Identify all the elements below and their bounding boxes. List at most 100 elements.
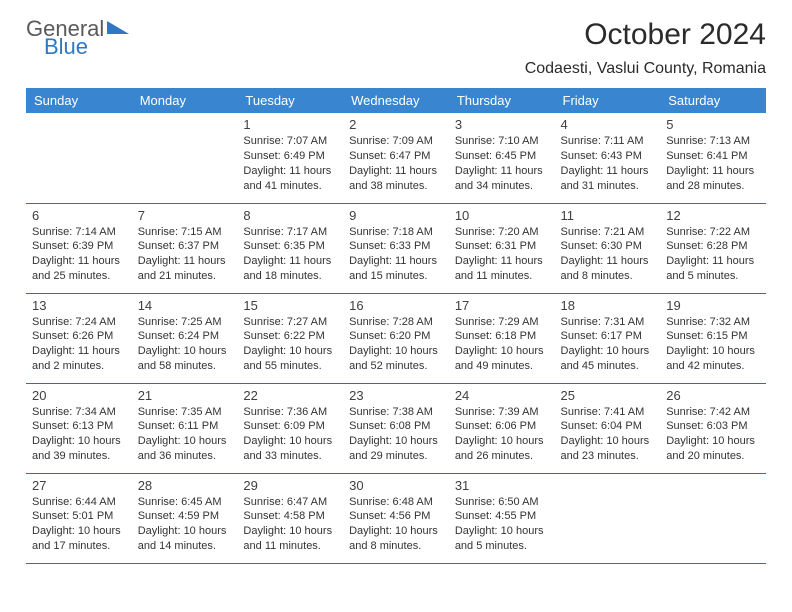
daylight-label: Daylight: [455,345,498,357]
daylight-label: Daylight: [243,255,286,267]
sunset-line: Sunset: 6:22 PM [243,329,337,344]
day-number: 27 [32,478,126,493]
sunrise-value: 7:13 AM [710,135,750,147]
daylight-line: Daylight: 10 hours and 45 minutes. [561,344,655,374]
sunrise-label: Sunrise: [561,316,601,328]
sunset-line: Sunset: 6:41 PM [666,149,760,164]
sunrise-line: Sunrise: 7:25 AM [138,315,232,330]
sunset-label: Sunset: [138,330,175,342]
day-detail: Sunrise: 7:18 AMSunset: 6:33 PMDaylight:… [349,225,443,284]
sunrise-label: Sunrise: [455,406,495,418]
day-number: 6 [32,208,126,223]
day-number: 25 [561,388,655,403]
sunset-label: Sunset: [455,240,492,252]
day-number: 9 [349,208,443,223]
sunrise-label: Sunrise: [243,496,283,508]
daylight-label: Daylight: [349,165,392,177]
daylight-label: Daylight: [243,165,286,177]
sunset-value: 6:04 PM [601,420,642,432]
daylight-label: Daylight: [455,165,498,177]
day-detail: Sunrise: 7:11 AMSunset: 6:43 PMDaylight:… [561,134,655,193]
header-row: General Blue October 2024 Codaesti, Vasl… [26,18,766,78]
sunrise-label: Sunrise: [243,135,283,147]
daylight-label: Daylight: [32,525,75,537]
daylight-label: Daylight: [32,255,75,267]
weekday-header: Monday [132,88,238,113]
sunrise-line: Sunrise: 7:18 AM [349,225,443,240]
sunrise-line: Sunrise: 7:21 AM [561,225,655,240]
sunrise-line: Sunrise: 7:17 AM [243,225,337,240]
sunrise-label: Sunrise: [243,226,283,238]
calendar-cell: 29Sunrise: 6:47 AMSunset: 4:58 PMDayligh… [237,473,343,563]
sunrise-label: Sunrise: [561,406,601,418]
sunrise-line: Sunrise: 7:34 AM [32,405,126,420]
sunset-line: Sunset: 6:33 PM [349,239,443,254]
sunset-label: Sunset: [455,510,492,522]
logo-text-2: Blue [26,36,129,58]
daylight-line: Daylight: 10 hours and 49 minutes. [455,344,549,374]
day-detail: Sunrise: 7:21 AMSunset: 6:30 PMDaylight:… [561,225,655,284]
sunrise-line: Sunrise: 7:07 AM [243,134,337,149]
sunrise-value: 7:17 AM [287,226,327,238]
sunset-value: 6:28 PM [707,240,748,252]
daylight-line: Daylight: 10 hours and 17 minutes. [32,524,126,554]
sunset-line: Sunset: 6:15 PM [666,329,760,344]
calendar-cell: 24Sunrise: 7:39 AMSunset: 6:06 PMDayligh… [449,383,555,473]
daylight-line: Daylight: 10 hours and 42 minutes. [666,344,760,374]
daylight-line: Daylight: 11 hours and 11 minutes. [455,254,549,284]
weekday-header: Tuesday [237,88,343,113]
sunset-line: Sunset: 4:58 PM [243,509,337,524]
sunset-line: Sunset: 6:06 PM [455,419,549,434]
day-detail: Sunrise: 7:13 AMSunset: 6:41 PMDaylight:… [666,134,760,193]
day-number: 30 [349,478,443,493]
daylight-label: Daylight: [349,435,392,447]
day-number: 12 [666,208,760,223]
day-number: 11 [561,208,655,223]
day-detail: Sunrise: 7:32 AMSunset: 6:15 PMDaylight:… [666,315,760,374]
sunset-label: Sunset: [32,510,69,522]
sunset-line: Sunset: 6:20 PM [349,329,443,344]
calendar-cell: 16Sunrise: 7:28 AMSunset: 6:20 PMDayligh… [343,293,449,383]
daylight-label: Daylight: [455,255,498,267]
daylight-label: Daylight: [349,255,392,267]
sunset-value: 4:56 PM [389,510,430,522]
calendar-cell: 12 Sunrise: 7:22 AMSunset: 6:28 PMDayligh… [660,203,766,293]
daylight-line: Daylight: 10 hours and 55 minutes. [243,344,337,374]
sunrise-line: Sunrise: 7:11 AM [561,134,655,149]
sunset-line: Sunset: 4:59 PM [138,509,232,524]
day-detail: Sunrise: 7:41 AMSunset: 6:04 PMDaylight:… [561,405,655,464]
day-number: 19 [666,298,760,313]
sunset-line: Sunset: 4:55 PM [455,509,549,524]
day-detail: Sunrise: 7:24 AMSunset: 6:26 PMDaylight:… [32,315,126,374]
sunset-label: Sunset: [138,510,175,522]
sunset-value: 6:24 PM [178,330,219,342]
day-detail: Sunrise: 6:48 AMSunset: 4:56 PMDaylight:… [349,495,443,554]
sunrise-line: Sunrise: 7:13 AM [666,134,760,149]
day-number: 13 [32,298,126,313]
weekday-header: Saturday [660,88,766,113]
sunset-label: Sunset: [455,420,492,432]
daylight-line: Daylight: 10 hours and 14 minutes. [138,524,232,554]
sunset-line: Sunset: 4:56 PM [349,509,443,524]
sunrise-line: Sunrise: 6:50 AM [455,495,549,510]
sunset-value: 6:15 PM [707,330,748,342]
sunrise-value: 6:44 AM [75,496,115,508]
sunset-line: Sunset: 6:18 PM [455,329,549,344]
month-title: October 2024 [525,18,766,52]
day-detail: Sunrise: 7:22 AMSunset: 6:28 PMDaylight:… [666,225,760,284]
sunrise-line: Sunrise: 7:36 AM [243,405,337,420]
calendar-row: 6 Sunrise: 7:14 AMSunset: 6:39 PMDaylight… [26,203,766,293]
sunrise-label: Sunrise: [666,406,706,418]
weekday-header: Friday [555,88,661,113]
calendar-cell: 20Sunrise: 7:34 AMSunset: 6:13 PMDayligh… [26,383,132,473]
daylight-line: Daylight: 11 hours and 15 minutes. [349,254,443,284]
sunset-value: 6:41 PM [707,150,748,162]
calendar-cell: 14Sunrise: 7:25 AMSunset: 6:24 PMDayligh… [132,293,238,383]
day-number: 29 [243,478,337,493]
day-number: 14 [138,298,232,313]
sunset-line: Sunset: 6:39 PM [32,239,126,254]
daylight-line: Daylight: 10 hours and 8 minutes. [349,524,443,554]
day-detail: Sunrise: 7:14 AMSunset: 6:39 PMDaylight:… [32,225,126,284]
sunrise-value: 7:21 AM [604,226,644,238]
sunrise-line: Sunrise: 7:31 AM [561,315,655,330]
